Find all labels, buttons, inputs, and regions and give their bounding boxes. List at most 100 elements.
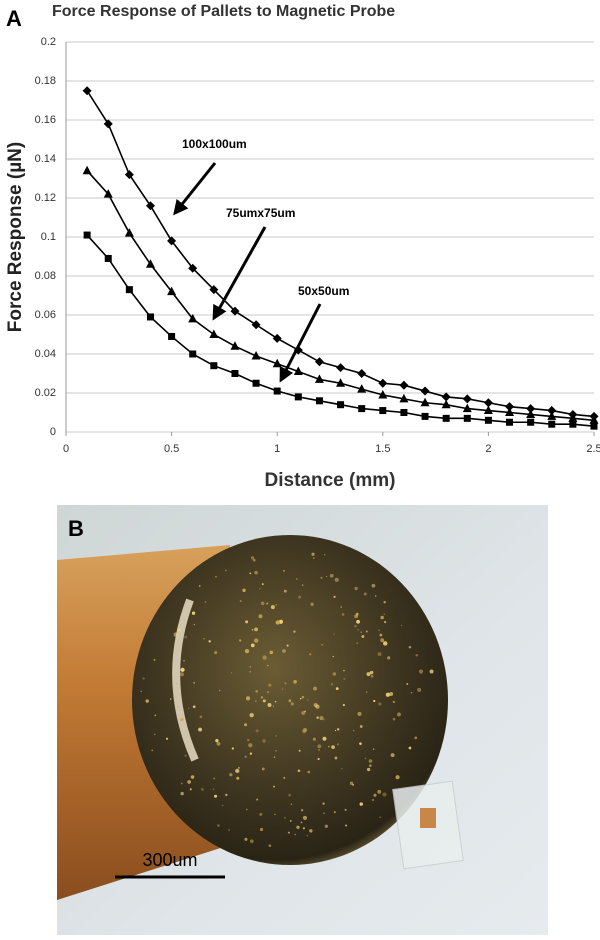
data-point bbox=[146, 313, 154, 321]
sparkle bbox=[230, 672, 233, 674]
data-point bbox=[462, 403, 472, 413]
sparkle bbox=[282, 649, 286, 653]
data-point bbox=[400, 409, 408, 416]
sparkle bbox=[249, 712, 254, 718]
sparkle bbox=[377, 652, 382, 657]
sparkle bbox=[215, 575, 217, 578]
sparkle bbox=[414, 736, 418, 740]
sparkle bbox=[266, 691, 270, 694]
sparkle bbox=[245, 620, 249, 624]
sparkle bbox=[249, 752, 253, 755]
sparkle bbox=[260, 696, 264, 699]
data-point bbox=[82, 165, 92, 175]
sparkle bbox=[294, 833, 296, 836]
sparkle bbox=[183, 659, 185, 662]
panel-label: B bbox=[68, 516, 84, 541]
sparkle bbox=[261, 583, 264, 586]
data-point bbox=[230, 341, 240, 350]
sparkle bbox=[190, 775, 195, 779]
pallet-core bbox=[420, 808, 436, 828]
x-tick-label: 2.5 bbox=[586, 443, 600, 455]
sparkle bbox=[255, 690, 259, 693]
sparkle bbox=[354, 624, 357, 628]
sparkle bbox=[383, 620, 387, 624]
sparkle bbox=[254, 638, 259, 643]
sparkle bbox=[371, 583, 376, 588]
data-point bbox=[506, 418, 514, 426]
sparkle bbox=[389, 691, 394, 696]
data-point bbox=[336, 378, 346, 387]
sparkle bbox=[300, 809, 304, 812]
sparkle bbox=[366, 691, 368, 693]
sparkle bbox=[302, 727, 308, 733]
sparkle bbox=[236, 776, 240, 780]
sparkle bbox=[322, 736, 327, 741]
sparkle bbox=[268, 683, 272, 687]
sparkle bbox=[180, 782, 183, 785]
data-point bbox=[337, 401, 345, 409]
sparkle bbox=[154, 714, 157, 717]
sparkle bbox=[331, 745, 335, 749]
sparkle bbox=[288, 793, 292, 797]
sparkle bbox=[298, 749, 301, 752]
sparkle bbox=[218, 689, 221, 692]
sparkle bbox=[357, 711, 362, 716]
sparkle bbox=[301, 711, 306, 715]
data-point bbox=[421, 412, 429, 420]
data-point bbox=[188, 313, 198, 323]
data-point bbox=[167, 286, 177, 296]
sparkle bbox=[317, 744, 322, 749]
sparkle bbox=[400, 624, 403, 627]
sparkle bbox=[213, 777, 216, 780]
sparkle bbox=[342, 703, 345, 707]
sparkle bbox=[359, 725, 363, 728]
y-tick-label: 0.12 bbox=[35, 192, 56, 204]
sparkle bbox=[184, 635, 187, 639]
data-point bbox=[358, 405, 366, 413]
data-point bbox=[103, 189, 113, 198]
sparkle bbox=[333, 595, 336, 598]
y-tick-label: 0.08 bbox=[35, 270, 56, 282]
sparkle bbox=[275, 603, 278, 606]
sparkle bbox=[249, 839, 254, 843]
sparkle bbox=[224, 569, 227, 572]
scale-bar-label: 300um bbox=[142, 850, 197, 870]
sparkle bbox=[373, 793, 377, 797]
data-point bbox=[273, 387, 281, 395]
sparkle bbox=[318, 749, 320, 751]
sparkle bbox=[355, 612, 359, 616]
sparkle bbox=[244, 723, 248, 727]
sparkle bbox=[290, 702, 294, 706]
sparkle bbox=[235, 768, 240, 774]
sparkle bbox=[359, 742, 362, 745]
sparkle bbox=[274, 700, 277, 703]
sparkle bbox=[415, 653, 418, 657]
sparkle bbox=[212, 788, 215, 791]
sparkle bbox=[250, 643, 255, 648]
sparkle bbox=[165, 737, 169, 740]
sparkle bbox=[373, 748, 375, 750]
sparkle bbox=[364, 757, 367, 760]
data-point bbox=[82, 86, 92, 96]
sparkle bbox=[267, 665, 269, 667]
sparkle bbox=[301, 584, 304, 586]
sparkle bbox=[383, 641, 388, 646]
data-point bbox=[272, 358, 282, 368]
data-point bbox=[548, 420, 556, 428]
sparkle bbox=[275, 735, 277, 737]
sparkle bbox=[249, 665, 252, 668]
sparkle bbox=[286, 644, 289, 647]
sparkle bbox=[187, 780, 191, 784]
sparkle bbox=[365, 630, 368, 633]
sparkle bbox=[275, 750, 277, 752]
sparkle bbox=[153, 733, 156, 736]
sparkle bbox=[273, 756, 276, 759]
sparkle bbox=[297, 769, 301, 773]
data-point bbox=[167, 236, 177, 246]
sparkle bbox=[259, 588, 261, 590]
data-point bbox=[589, 415, 599, 424]
sparkle bbox=[198, 727, 202, 732]
sparkle bbox=[385, 692, 391, 697]
sparkle bbox=[371, 798, 375, 802]
